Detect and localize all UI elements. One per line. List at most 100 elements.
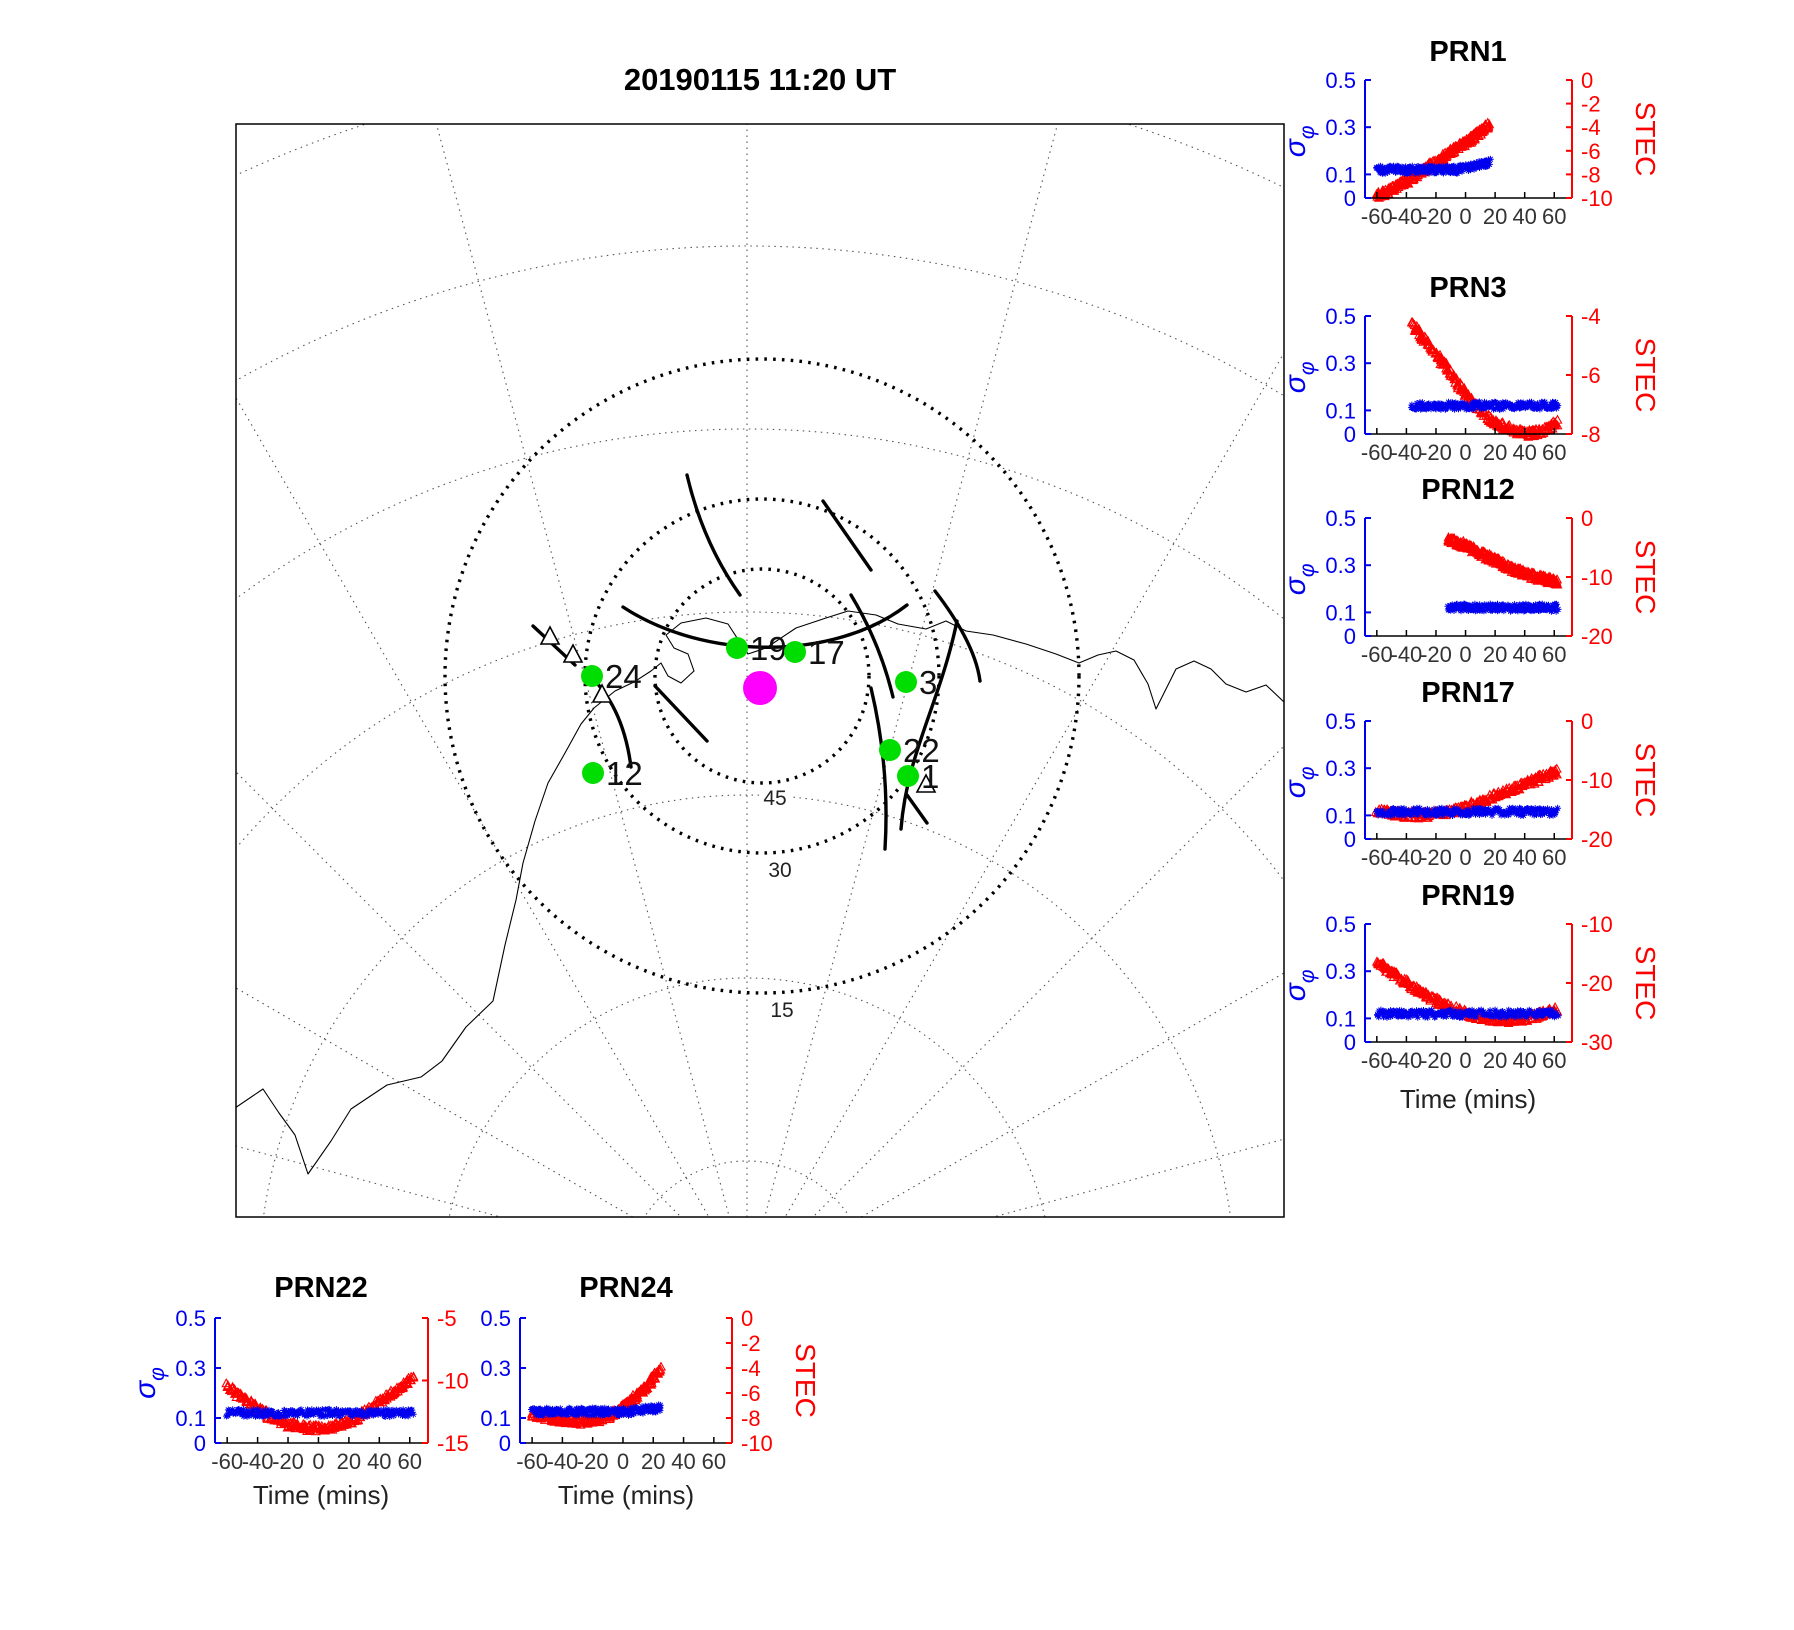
svg-text:STEC: STEC [1630, 743, 1661, 818]
prn1-plot: 00.10.30.5 0-2-4-6-8-10-60-40-20 0 20 40 60σφ… [1279, 68, 1661, 229]
longitude-gridline [236, 987, 634, 1217]
time-tick-label: 0 [1459, 204, 1471, 229]
longitude-gridline [860, 972, 1284, 1217]
latitude-gridline [263, 794, 1231, 1217]
sigma-tick-label: 0.5 [1325, 912, 1356, 937]
receiver-station-icon [591, 683, 613, 703]
svg-text:STEC: STEC [1630, 338, 1661, 413]
sigma-tick-label: 0.1 [1325, 162, 1356, 187]
stec-series [221, 1371, 419, 1436]
stec-tick-label: 0 [1581, 506, 1593, 531]
prn24-xlabel: Time (mins) [557, 1480, 695, 1510]
latitude-gridline [448, 977, 1046, 1217]
elevation-ring [653, 567, 871, 785]
prn24-plot: 00.10.30.5 0-2-4-6-8-10-60-40-20 0 20 40 60ST… [480, 1306, 821, 1474]
sigma-tick-label: 0.3 [175, 1356, 206, 1381]
satellite-ipp-dot [582, 762, 604, 784]
sigma-phi-axis-label: σφ [1279, 361, 1319, 393]
prn1-title: PRN1 [1429, 36, 1507, 68]
satellite-track [685, 473, 742, 597]
time-tick-label: 0 [1459, 642, 1471, 667]
time-tick-label: -60 [1361, 440, 1393, 465]
time-tick-label: -40 [1391, 1048, 1423, 1073]
prn24-title: PRN24 [579, 1272, 673, 1304]
svg-text:σφ: σφ [129, 1367, 169, 1399]
time-tick-label: 0 [1459, 845, 1471, 870]
latitude-gridline [236, 245, 1284, 397]
sigma-tick-label: 0 [194, 1431, 206, 1456]
receiver-station-icon [562, 643, 584, 663]
stec-axis-label: STEC [1630, 946, 1661, 1021]
satellite-track [905, 793, 929, 825]
satellite-ipp-dot [895, 671, 917, 693]
time-tick-label: -60 [1361, 845, 1393, 870]
sigma-tick-label: 0 [1344, 827, 1356, 852]
stec-tick-label: -8 [1581, 422, 1601, 447]
sigma-tick-label: 0.3 [1325, 553, 1356, 578]
satellite-track [849, 593, 895, 699]
sigma-phi-series [223, 1405, 417, 1420]
sigma-phi-axis-label: σφ [1279, 563, 1319, 595]
station-zenith-dot [743, 671, 777, 705]
time-tick-label: 60 [398, 1449, 422, 1474]
latitude-gridline [236, 428, 1284, 620]
satellite-ipp-dot [784, 641, 806, 663]
time-tick-label: -20 [272, 1449, 304, 1474]
stec-tick-label: -6 [1581, 363, 1601, 388]
sigma-tick-label: 0.1 [1325, 803, 1356, 828]
sigma-tick-label: 0 [1344, 186, 1356, 211]
sigma-tick-label: 0.3 [1325, 756, 1356, 781]
sigma-phi-series [1408, 398, 1562, 413]
prn22-title: PRN22 [274, 1272, 368, 1304]
stec-tick-label: -2 [1581, 92, 1601, 117]
satellite-ipp-dot [879, 739, 901, 761]
longitude-gridline [784, 351, 1284, 1217]
sigma-phi-axis-label: σφ [1279, 125, 1319, 157]
prn19-title: PRN19 [1421, 880, 1515, 912]
stec-series [1406, 317, 1563, 441]
time-tick-label: -40 [547, 1449, 579, 1474]
time-tick-label: -60 [211, 1449, 243, 1474]
stec-tick-label: -8 [1581, 162, 1601, 187]
sky-map: 45 30 15 19 17 24 3 22 1 12 [235, 123, 1285, 1218]
time-tick-label: 20 [1483, 845, 1507, 870]
stec-tick-label: -20 [1581, 624, 1613, 649]
sigma-phi-series [528, 1401, 664, 1419]
stec-axis-label: STEC [1630, 743, 1661, 818]
time-tick-label: 40 [1512, 642, 1536, 667]
satellite-track [869, 686, 888, 851]
satellite-track [933, 589, 982, 683]
stec-tick-label: -4 [741, 1356, 761, 1381]
sigma-tick-label: 0.5 [1325, 68, 1356, 93]
elevation-ring [443, 357, 1081, 995]
stec-tick-label: -15 [437, 1431, 469, 1456]
svg-text:σφ: σφ [1279, 361, 1319, 393]
sigma-tick-label: 0.3 [1325, 115, 1356, 140]
time-tick-label: -40 [1391, 440, 1423, 465]
stec-tick-label: -5 [437, 1306, 457, 1331]
stec-axis-label: STEC [1630, 338, 1661, 413]
satellite-prn-label: 22 [903, 732, 940, 769]
satellite-ipp-dot [897, 765, 919, 787]
time-tick-label: 40 [671, 1449, 695, 1474]
time-tick-label: 40 [1512, 440, 1536, 465]
satellite-ipp-dot [581, 665, 603, 687]
elevation-ring-label: 45 [763, 787, 786, 810]
time-tick-label: -60 [516, 1449, 548, 1474]
satellite-track [653, 684, 709, 743]
stec-tick-label: -10 [1581, 565, 1613, 590]
svg-text:σφ: σφ [1279, 563, 1319, 595]
stec-tick-label: -6 [1581, 139, 1601, 164]
sigma-tick-label: 0 [499, 1431, 511, 1456]
stec-axis-label: STEC [1630, 102, 1661, 177]
time-tick-label: 60 [1542, 204, 1566, 229]
longitude-gridline [435, 124, 730, 1217]
stec-tick-label: 0 [1581, 709, 1593, 734]
stec-tick-label: -8 [741, 1406, 761, 1431]
time-tick-label: 40 [367, 1449, 391, 1474]
sigma-tick-label: 0.1 [1325, 1006, 1356, 1031]
stec-tick-label: -20 [1581, 827, 1613, 852]
satellite-track [899, 619, 959, 831]
